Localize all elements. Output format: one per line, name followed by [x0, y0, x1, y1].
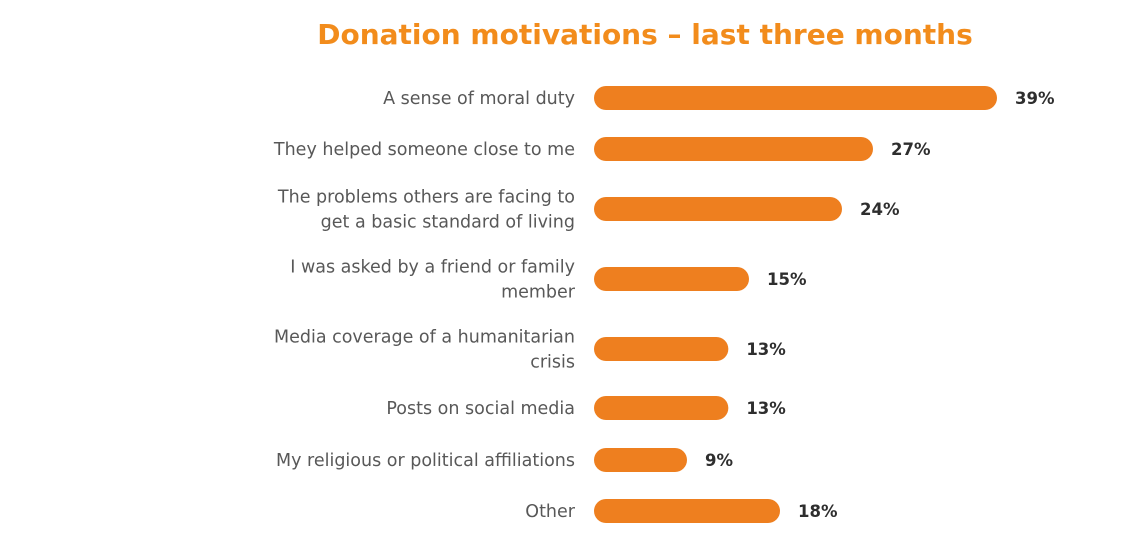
category-label-1-line-0: They helped someone close to me — [273, 140, 575, 160]
value-label-0: 39% — [1015, 89, 1055, 108]
category-label-6-line-0: My religious or political affiliations — [276, 451, 575, 471]
category-label-4-line-1: crisis — [530, 353, 575, 373]
value-label-4: 13% — [746, 340, 786, 359]
value-label-2: 24% — [860, 200, 900, 219]
value-label-3: 15% — [767, 270, 807, 289]
category-label-5-line-0: Posts on social media — [386, 399, 575, 419]
bar-2 — [594, 197, 842, 221]
value-label-7: 18% — [798, 502, 838, 521]
bar-0 — [594, 86, 997, 110]
category-label-2-line-1: get a basic standard of living — [321, 213, 575, 233]
category-label-0-line-0: A sense of moral duty — [383, 89, 575, 109]
bar-4 — [594, 337, 729, 361]
value-label-5: 13% — [746, 399, 786, 418]
category-label-7-line-0: Other — [525, 502, 575, 522]
chart-title: Donation motivations – last three months — [317, 18, 973, 51]
category-label-3-line-1: member — [501, 283, 576, 303]
value-label-6: 9% — [705, 451, 733, 470]
bar-area: 39% A sense of moral duty 27% They helped s… — [273, 86, 1055, 523]
bar-6 — [594, 448, 687, 472]
bar-7 — [594, 499, 780, 523]
bar-1 — [594, 137, 873, 161]
value-label-1: 27% — [891, 140, 931, 159]
bar-5 — [594, 396, 729, 420]
bar-3 — [594, 267, 749, 291]
category-label-2-line-0: The problems others are facing to — [277, 188, 575, 208]
category-label-3-line-0: I was asked by a friend or family — [290, 258, 575, 278]
category-label-4-line-0: Media coverage of a humanitarian — [274, 328, 575, 348]
